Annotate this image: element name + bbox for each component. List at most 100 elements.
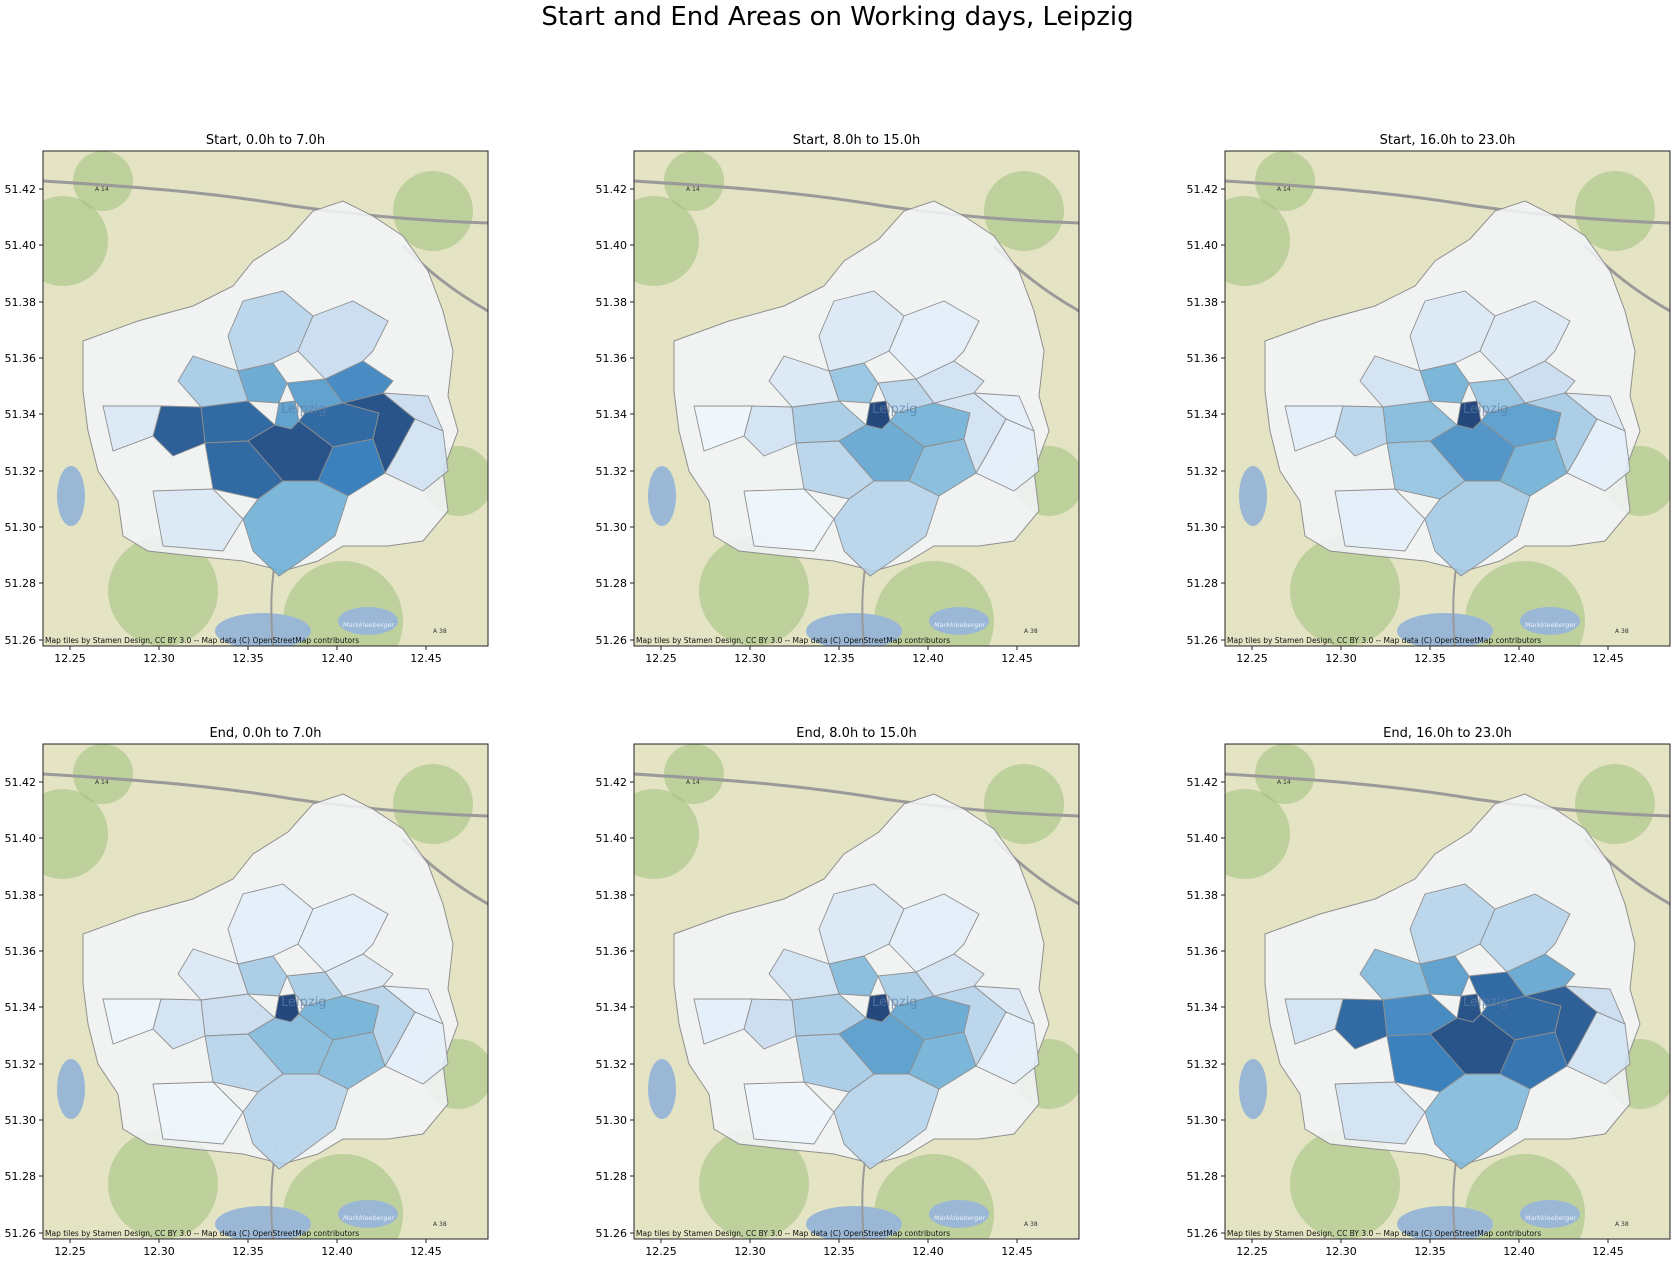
basemap-lake [57, 1059, 85, 1119]
district-south-large[interactable] [1424, 1073, 1531, 1170]
city-label: Leipzig [1463, 402, 1509, 417]
y-tick-label: 51.30 [5, 521, 37, 534]
district-far-west[interactable] [1284, 998, 1344, 1045]
map-panel: End, 16.0h to 23.0h Leipzig A 14 A 38 Markkl… [1187, 726, 1675, 1262]
y-tick-label: 51.32 [1187, 465, 1219, 478]
district-far-southeast[interactable] [1566, 418, 1631, 492]
map-axes[interactable]: Leipzig A 14 A 38 Markkleeberger Map tiles b… [5, 743, 494, 1262]
district-southeast[interactable] [1499, 1031, 1568, 1090]
district-southeast[interactable] [908, 438, 977, 497]
x-tick-label: 12.45 [1592, 1245, 1624, 1258]
map-axes[interactable]: Leipzig A 14 A 38 Markkleeberger Map tiles b… [5, 150, 494, 681]
district-north-ring[interactable] [768, 948, 840, 1001]
x-tick-label: 12.35 [1414, 652, 1446, 665]
district-south-large[interactable] [242, 480, 349, 577]
district-southeast[interactable] [317, 1031, 386, 1090]
basemap-forest [393, 764, 473, 844]
district-south-large[interactable] [833, 480, 940, 577]
district-far-west[interactable] [102, 998, 162, 1045]
district-north[interactable] [227, 883, 314, 965]
x-tick-label: 12.35 [1414, 1245, 1446, 1258]
district-north-ring[interactable] [177, 948, 249, 1001]
district-far-west[interactable] [102, 405, 162, 452]
district-south-large[interactable] [1424, 480, 1531, 577]
district-north-ring[interactable] [768, 355, 840, 408]
map-axes[interactable]: Leipzig A 14 A 38 Markkleeberger Map tiles b… [596, 150, 1085, 681]
district-north-ring[interactable] [177, 355, 249, 408]
district-far-southeast[interactable] [384, 1011, 449, 1085]
motorway-label: A 38 [1024, 628, 1038, 635]
basemap-lake [1397, 613, 1493, 646]
district-far-west[interactable] [693, 405, 753, 452]
motorway-label: A 14 [95, 186, 109, 193]
y-tick-label: 51.42 [596, 776, 628, 789]
district-far-southeast[interactable] [384, 418, 449, 492]
y-tick-label: 51.40 [5, 832, 37, 845]
district-north[interactable] [818, 290, 905, 372]
panel-title: Start, 0.0h to 7.0h [206, 133, 325, 148]
map-axes[interactable]: Leipzig A 14 A 38 Markkleeberger Map tiles b… [1187, 743, 1675, 1262]
district-south-west-outer[interactable] [1334, 488, 1426, 552]
district-far-southeast[interactable] [975, 1011, 1040, 1085]
y-tick-label: 51.28 [1187, 577, 1219, 590]
district-north-east-outer[interactable] [297, 893, 389, 973]
basemap-forest [393, 171, 473, 251]
lake-label: Markkleeberger [343, 621, 396, 629]
x-tick-label: 12.30 [734, 652, 766, 665]
district-north-east-outer[interactable] [297, 300, 389, 380]
district-north[interactable] [818, 883, 905, 965]
district-south-west-outer[interactable] [743, 488, 835, 552]
district-southeast[interactable] [1499, 438, 1568, 497]
district-far-southeast[interactable] [975, 418, 1040, 492]
motorway-label: A 14 [1277, 186, 1291, 193]
basemap-forest [664, 744, 724, 804]
district-north-ring[interactable] [1359, 948, 1431, 1001]
district-southeast[interactable] [908, 1031, 977, 1090]
y-tick-label: 51.30 [1187, 1114, 1219, 1127]
basemap-forest [1225, 789, 1290, 879]
district-southeast[interactable] [317, 438, 386, 497]
basemap-lake [1520, 607, 1580, 635]
panel-title: Start, 16.0h to 23.0h [1380, 133, 1516, 148]
attribution-text: Map tiles by Stamen Design, CC BY 3.0 --… [45, 636, 359, 645]
basemap-lake [1520, 1200, 1580, 1228]
x-tick-label: 12.30 [143, 652, 175, 665]
y-tick-label: 51.32 [1187, 1058, 1219, 1071]
basemap-lake [806, 613, 902, 646]
district-north[interactable] [227, 290, 314, 372]
lake-label: Markkleeberger [1525, 621, 1578, 629]
district-north-ring[interactable] [1359, 355, 1431, 408]
motorway-label: A 14 [1277, 779, 1291, 786]
district-far-west[interactable] [693, 998, 753, 1045]
city-label: Leipzig [281, 402, 327, 417]
basemap-forest [1575, 764, 1655, 844]
x-tick-label: 12.45 [1592, 652, 1624, 665]
district-south-west-outer[interactable] [743, 1081, 835, 1145]
basemap-forest [664, 151, 724, 211]
basemap-lake [338, 1200, 398, 1228]
district-south-large[interactable] [833, 1073, 940, 1170]
basemap-lake [806, 1206, 902, 1239]
district-far-southeast[interactable] [1566, 1011, 1631, 1085]
district-south-large[interactable] [242, 1073, 349, 1170]
x-tick-label: 12.45 [1001, 1245, 1033, 1258]
district-far-west[interactable] [1284, 405, 1344, 452]
district-north[interactable] [1409, 290, 1496, 372]
district-north-east-outer[interactable] [1479, 300, 1571, 380]
motorway-label: A 38 [433, 1221, 447, 1228]
y-tick-label: 51.40 [596, 239, 628, 252]
district-north-east-outer[interactable] [888, 893, 980, 973]
y-tick-label: 51.42 [5, 776, 37, 789]
map-axes[interactable]: Leipzig A 14 A 38 Markkleeberger Map tiles b… [1187, 150, 1675, 681]
district-north-east-outer[interactable] [888, 300, 980, 380]
district-north[interactable] [1409, 883, 1496, 965]
basemap-lake [648, 466, 676, 526]
district-north-east-outer[interactable] [1479, 893, 1571, 973]
district-south-west-outer[interactable] [152, 488, 244, 552]
x-tick-label: 12.25 [645, 652, 677, 665]
basemap-forest [634, 196, 699, 286]
district-south-west-outer[interactable] [152, 1081, 244, 1145]
map-axes[interactable]: Leipzig A 14 A 38 Markkleeberger Map tiles b… [596, 743, 1085, 1262]
basemap-forest [73, 744, 133, 804]
district-south-west-outer[interactable] [1334, 1081, 1426, 1145]
